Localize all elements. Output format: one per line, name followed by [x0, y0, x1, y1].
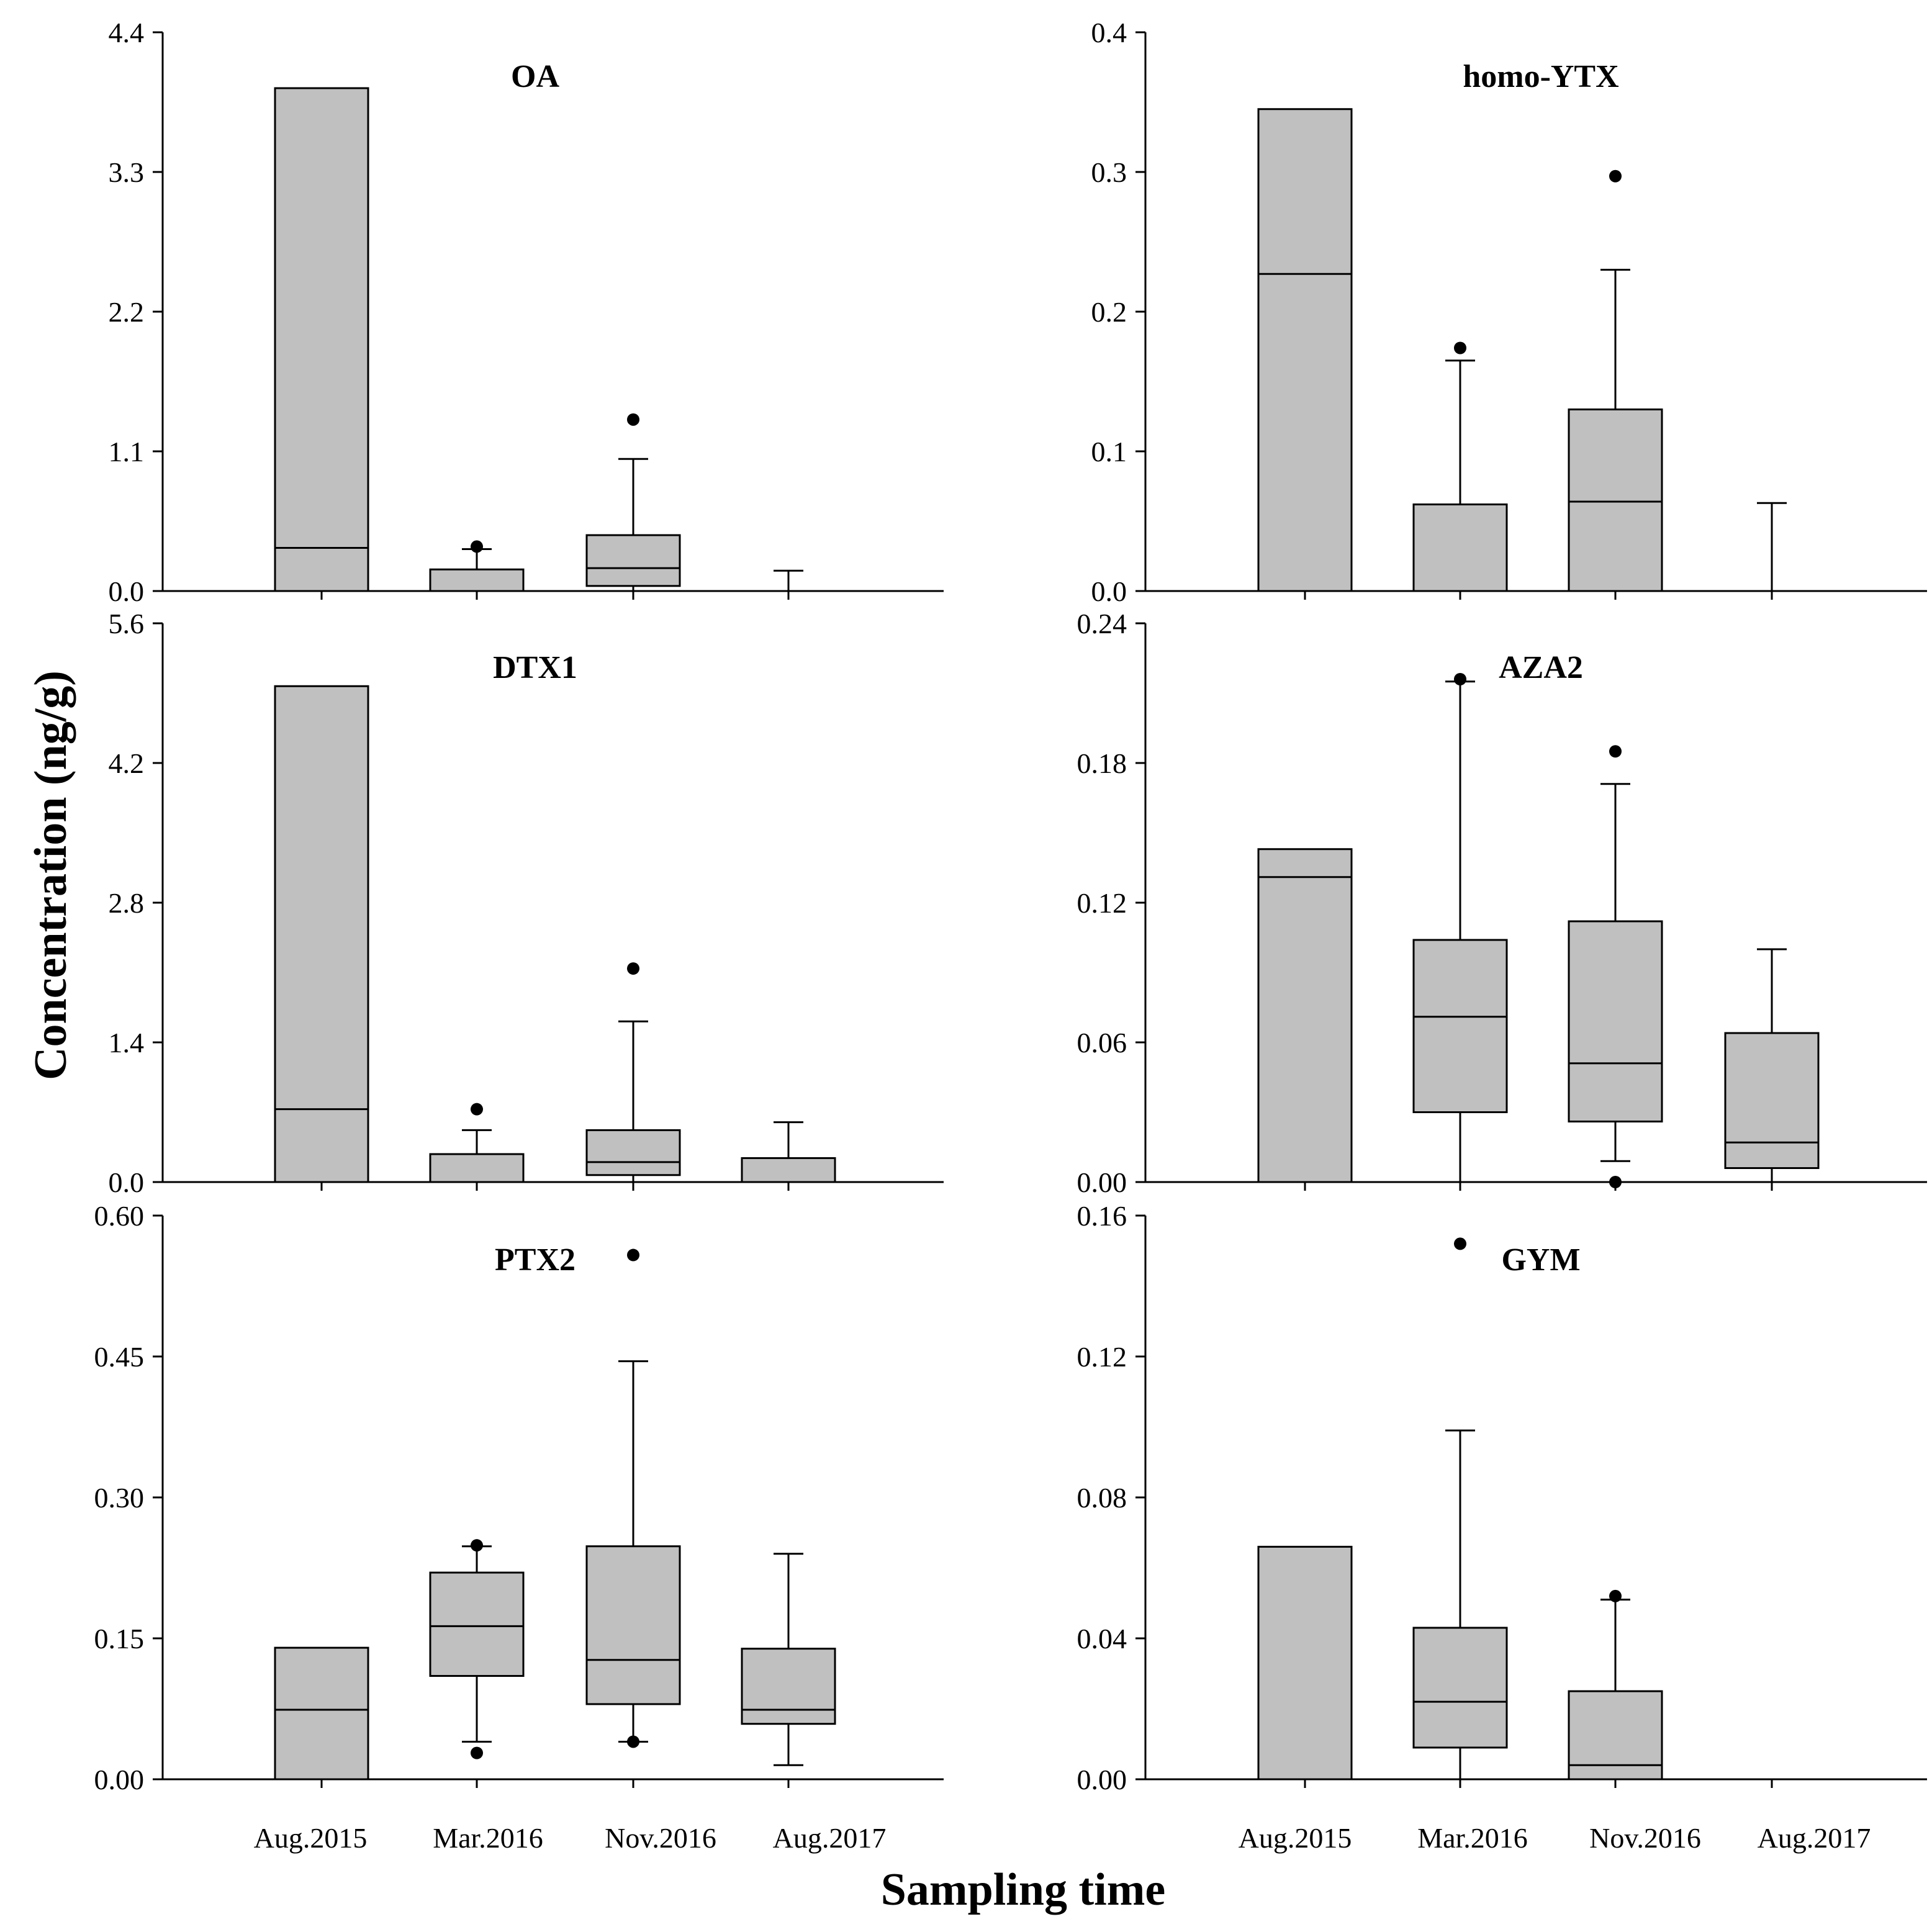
- outlier-point: [627, 1248, 639, 1262]
- panel-title: DTX1: [493, 650, 577, 685]
- y-tick-label: 1.4: [109, 1027, 145, 1059]
- panel-title: AZA2: [1499, 650, 1583, 685]
- box: [1257, 108, 1353, 592]
- box: [1257, 1545, 1353, 1781]
- box: [1724, 1032, 1820, 1169]
- box: [429, 1571, 525, 1677]
- y-tick-label: 0.18: [1077, 747, 1127, 779]
- y-tick-label: 0.0: [1091, 576, 1127, 607]
- box: [274, 685, 369, 1183]
- y-tick-label: 0.06: [1077, 1027, 1127, 1059]
- outlier-point: [1609, 1589, 1622, 1602]
- panel-homo-ytx: 0.0 0.1 0.2 0.3 0.4 homo-YTX: [1091, 17, 1927, 607]
- box: [429, 568, 525, 592]
- y-tick-label: 0.60: [94, 1200, 145, 1232]
- y-tick-label: 0.0: [109, 1167, 145, 1198]
- outlier-point: [1609, 169, 1622, 183]
- box: [1568, 409, 1663, 592]
- outlier-point: [471, 1746, 483, 1759]
- box: [274, 1646, 369, 1781]
- y-tick-label: 0.4: [1091, 17, 1127, 48]
- panel-title: homo-YTX: [1463, 59, 1618, 94]
- y-tick-label: 2.2: [109, 296, 145, 328]
- y-tick-label: 0.08: [1077, 1482, 1127, 1514]
- outlier-point: [1609, 1176, 1622, 1188]
- panel-title: PTX2: [495, 1242, 576, 1278]
- x-category-label: Aug.2017: [773, 1822, 887, 1854]
- y-tick-label: 0.0: [109, 576, 145, 607]
- outlier-point: [471, 1103, 483, 1116]
- panel-ptx2: 0.00 0.15 0.30 0.45 0.60 PTX2 Aug.2015 Mar.2016…: [94, 1200, 944, 1854]
- box: [1412, 503, 1508, 592]
- panel-dtx1: 0.0 1.4 2.8 4.2 5.6 DTX1: [109, 608, 944, 1198]
- x-category-label: Mar.2016: [433, 1822, 543, 1854]
- outlier-point: [471, 540, 483, 553]
- box: [741, 1157, 836, 1183]
- box: [1568, 920, 1663, 1122]
- outlier-point: [1454, 341, 1466, 354]
- y-tick-label: 2.8: [109, 887, 145, 919]
- x-category-label: Aug.2017: [1758, 1822, 1871, 1854]
- box: [274, 87, 369, 592]
- box: [1412, 939, 1508, 1113]
- y-tick-label: 0.04: [1077, 1623, 1127, 1654]
- y-tick-label: 0.1: [1091, 436, 1127, 467]
- y-axis-title: Concentration (ng/g): [25, 670, 76, 1080]
- panel-title: GYM: [1501, 1242, 1580, 1278]
- outlier-point: [471, 1539, 483, 1552]
- box: [741, 1648, 836, 1725]
- x-category-label: Aug.2015: [254, 1822, 368, 1854]
- y-tick-label: 0.15: [94, 1623, 145, 1654]
- y-tick-label: 0.45: [94, 1341, 145, 1373]
- y-tick-label: 0.00: [94, 1764, 145, 1795]
- y-tick-label: 0.16: [1077, 1200, 1127, 1232]
- y-tick-label: 0.24: [1077, 608, 1127, 639]
- box: [585, 1129, 681, 1176]
- box: [585, 534, 681, 587]
- panel-gym: 0.00 0.04 0.08 0.12 0.16 GYM Aug.2015 Mar.2016 N…: [1077, 1200, 1927, 1854]
- y-tick-label: 4.2: [109, 747, 145, 779]
- box: [429, 1153, 525, 1183]
- outlier-point: [1454, 673, 1466, 685]
- x-category-label: Nov.2016: [605, 1822, 716, 1854]
- box: [585, 1545, 681, 1705]
- outlier-point: [627, 1735, 639, 1748]
- outlier-point: [1454, 1237, 1466, 1250]
- y-tick-label: 3.3: [109, 156, 145, 188]
- y-tick-label: 0.3: [1091, 156, 1127, 188]
- panels-group: 0.0 1.1 2.2 3.3 4.4 OA 0.0 0.1 0.2 0.3 0.4 homo-YTX…: [94, 17, 1927, 1854]
- y-tick-label: 0.12: [1077, 887, 1127, 919]
- x-category-label: Aug.2015: [1239, 1822, 1352, 1854]
- panel-aza2: 0.00 0.06 0.12 0.18 0.24 AZA2: [1077, 608, 1927, 1198]
- outlier-point: [627, 413, 639, 426]
- y-tick-label: 0.00: [1077, 1167, 1127, 1198]
- box: [1412, 1627, 1508, 1749]
- x-category-label: Nov.2016: [1589, 1822, 1701, 1854]
- y-tick-label: 0.2: [1091, 296, 1127, 328]
- outlier-point: [1609, 745, 1622, 758]
- y-tick-label: 5.6: [109, 608, 145, 639]
- y-tick-label: 1.1: [109, 436, 145, 467]
- panel-oa: 0.0 1.1 2.2 3.3 4.4 OA: [109, 17, 944, 607]
- y-tick-label: 0.30: [94, 1482, 145, 1514]
- panel-title: OA: [511, 59, 559, 94]
- box: [1257, 848, 1353, 1183]
- y-tick-label: 0.00: [1077, 1764, 1127, 1795]
- y-tick-label: 0.12: [1077, 1341, 1127, 1373]
- x-category-label: Mar.2016: [1417, 1822, 1528, 1854]
- outlier-point: [627, 962, 639, 975]
- x-axis-title: Sampling time: [881, 1864, 1165, 1915]
- y-tick-label: 4.4: [109, 17, 145, 48]
